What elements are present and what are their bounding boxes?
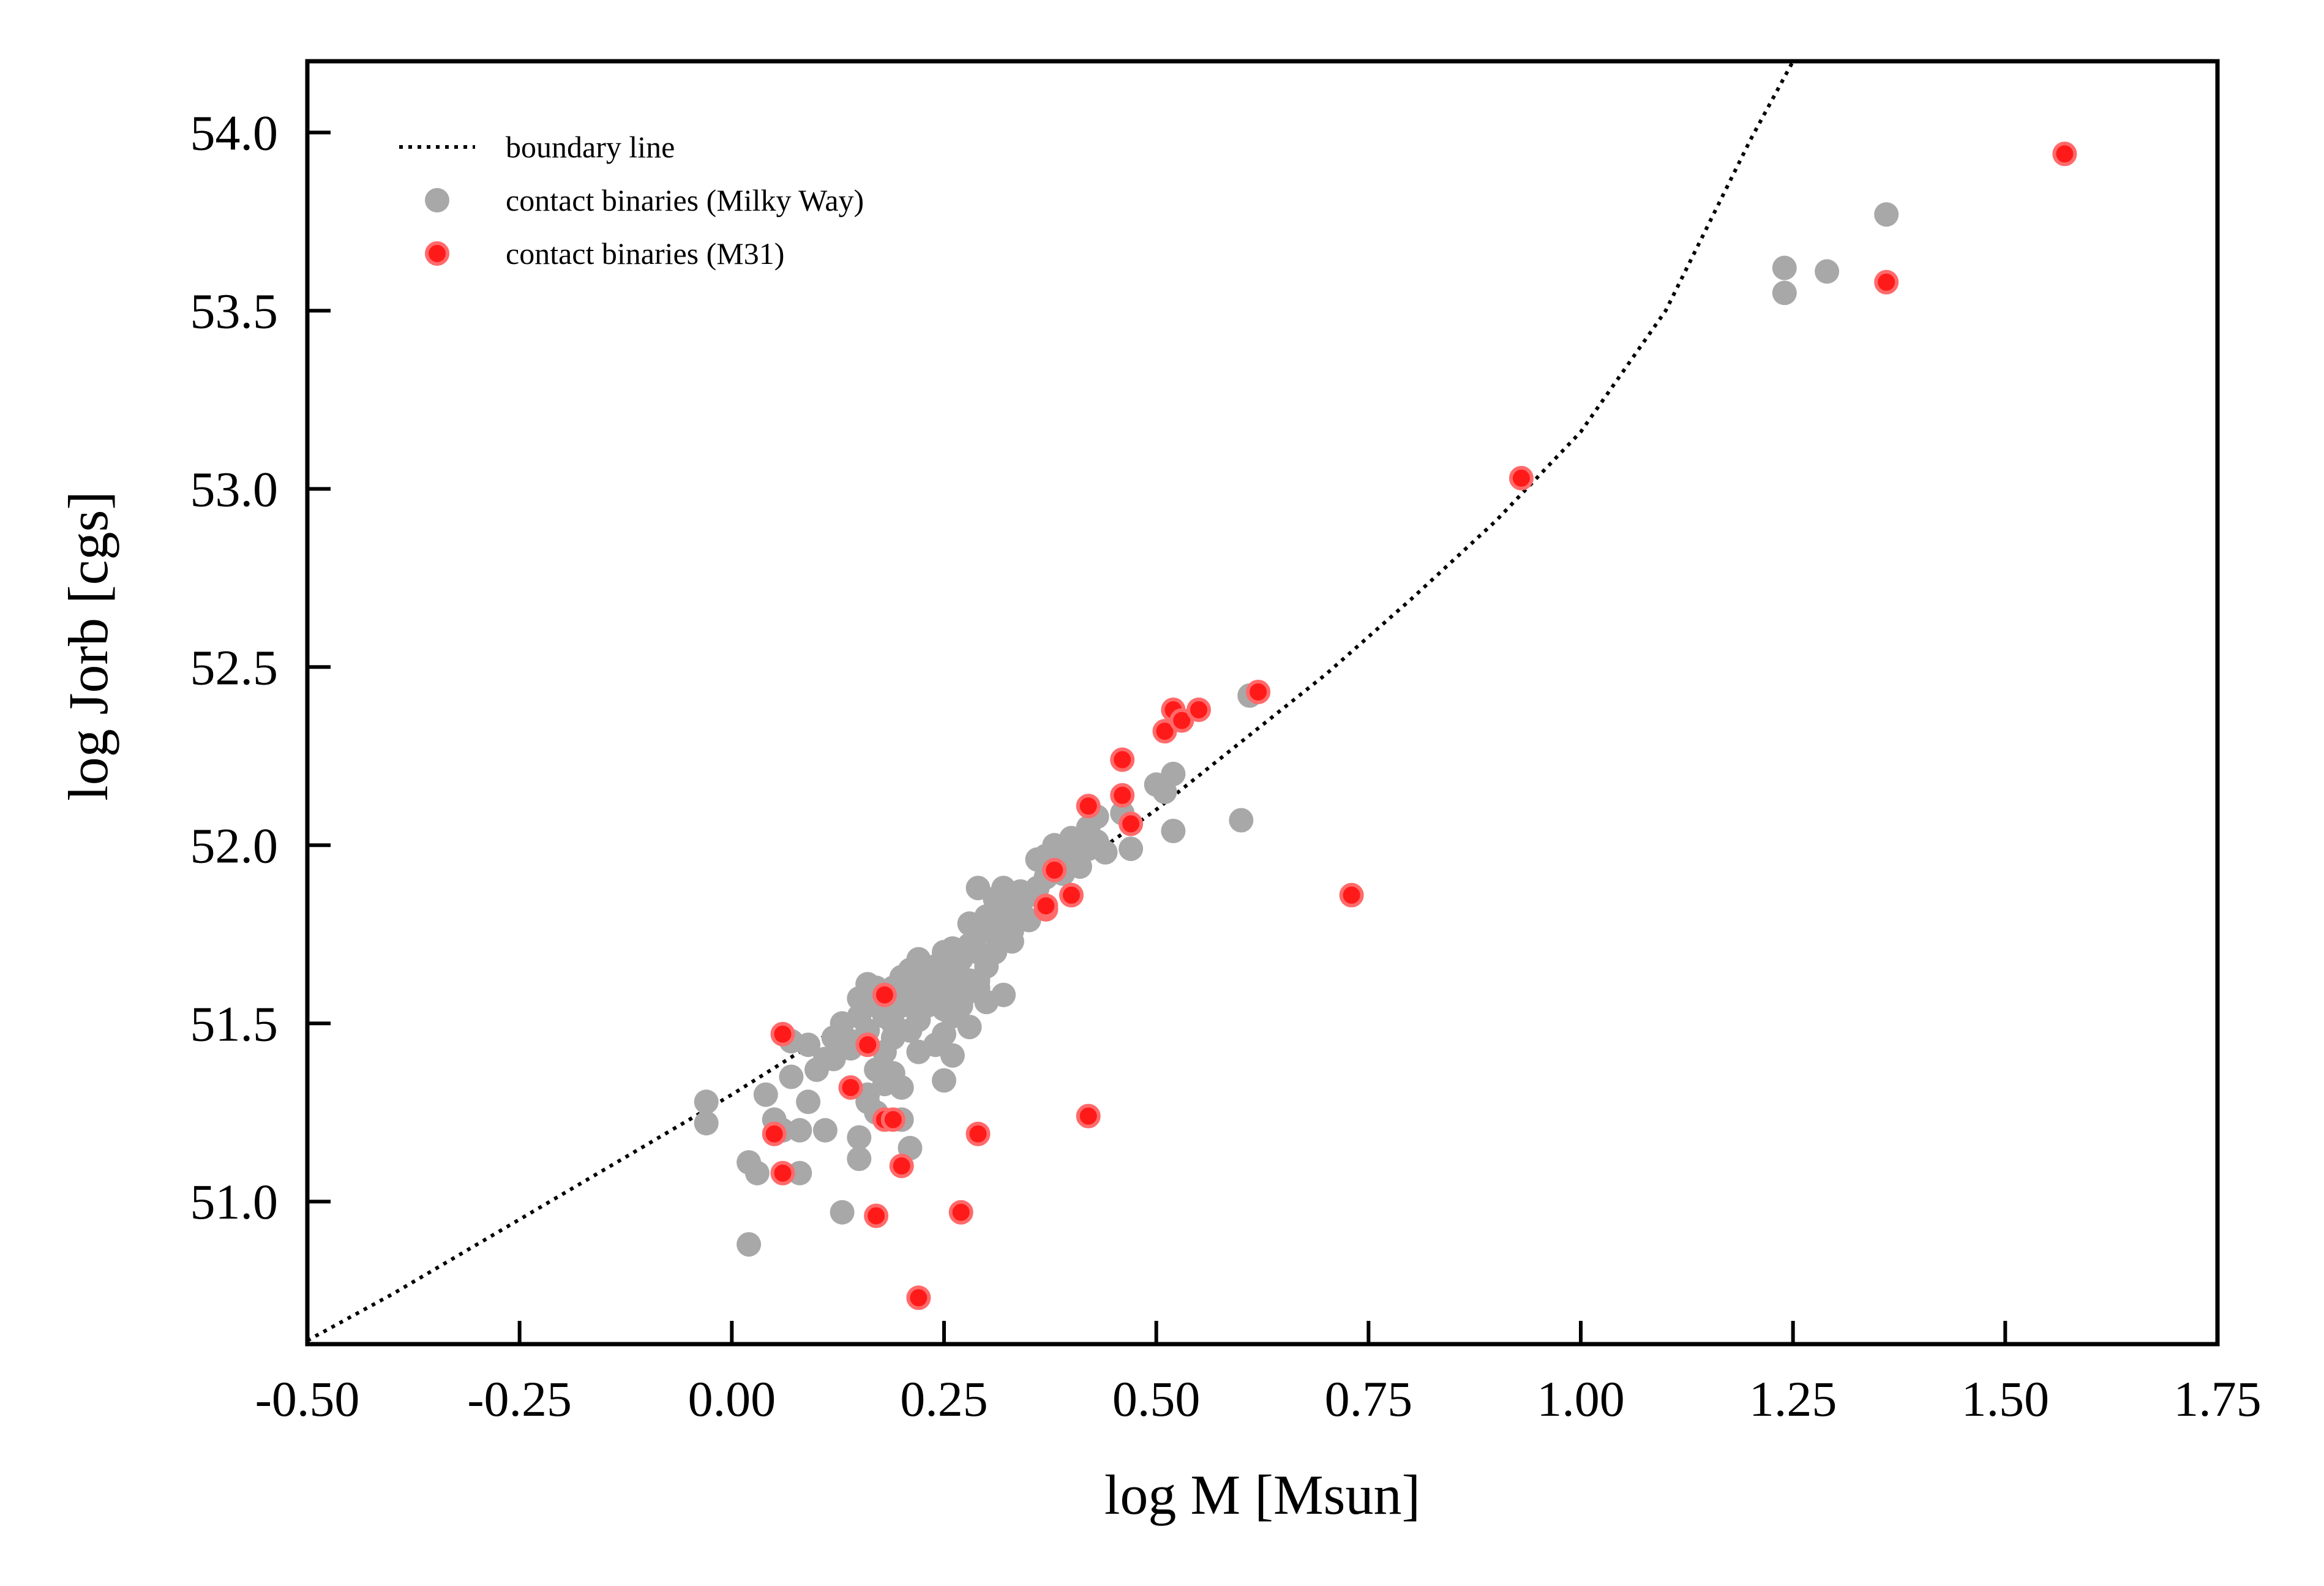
milky-way-point: [1772, 255, 1797, 280]
y-tick-label: 54.0: [190, 105, 279, 160]
m31-point: [1152, 719, 1177, 744]
x-tick-label: 0.75: [1325, 1371, 1413, 1427]
milky-way-point: [1161, 819, 1186, 843]
x-tick-label: 0.50: [1112, 1371, 1201, 1427]
milky-way-point: [991, 925, 1016, 950]
milky-way-point: [796, 1032, 821, 1058]
milky-way-point: [737, 1232, 762, 1257]
milky-way-point: [694, 1111, 719, 1136]
milky-way-point: [779, 1064, 804, 1089]
milky-way-point: [787, 1118, 812, 1143]
milky-way-point: [796, 1089, 821, 1114]
m31-point: [1076, 1103, 1101, 1129]
milky-way-point: [744, 1160, 770, 1186]
m31-point: [1509, 465, 1534, 490]
y-axis-title: log Jorb [cgs]: [57, 491, 119, 801]
m31-point: [1033, 893, 1059, 919]
x-tick-label: 1.00: [1537, 1371, 1625, 1427]
milky-way-point: [932, 1068, 956, 1093]
x-tick-label: 0.25: [900, 1371, 988, 1427]
milky-way-point: [830, 1200, 855, 1225]
m31-point: [948, 1200, 973, 1225]
y-tick-label: 53.0: [190, 461, 279, 517]
axes: -0.50 -0.25 0.00 0.25 0.50 0.75 1.00 1.25 1.50 1.…: [190, 59, 2262, 1427]
m31-point: [1119, 811, 1144, 836]
m31-point: [855, 1032, 880, 1058]
x-axis-title: log M [Msun]: [1104, 1464, 1420, 1526]
plot-frame: [305, 59, 2220, 1347]
x-tick-label: 0.00: [688, 1371, 776, 1427]
legend-milky-way-marker: [425, 188, 449, 212]
legend-label-milky-way: contact binaries (Milky Way): [506, 183, 864, 217]
m31-point: [1186, 697, 1211, 723]
milky-way-point: [753, 1082, 778, 1107]
milky-way-point: [1119, 836, 1144, 862]
plot-area: [307, 61, 2077, 1342]
m31-point: [1246, 680, 1271, 704]
m31-point: [1339, 882, 1364, 908]
m31-point: [880, 1107, 905, 1132]
m31-point: [864, 1203, 889, 1228]
m31-point: [1042, 858, 1067, 882]
milky-way-point: [991, 982, 1016, 1007]
milky-way-point: [1229, 808, 1254, 833]
m31-point: [770, 1021, 795, 1047]
legend-label-m31: contact binaries (M31): [506, 236, 784, 271]
m31-point: [1059, 882, 1084, 908]
x-tick-label: 1.25: [1749, 1371, 1837, 1427]
m31-point: [1169, 708, 1194, 733]
milky-way-point: [889, 1075, 914, 1100]
boundary-line: [307, 61, 1795, 1342]
milky-way-point: [812, 1118, 838, 1143]
m31-point: [872, 982, 897, 1007]
m31-point: [770, 1160, 795, 1186]
x-tick-label: -0.50: [255, 1371, 360, 1427]
milky-way-point: [1093, 840, 1118, 865]
milky-way-point: [787, 1160, 812, 1186]
milky-way-point: [847, 1125, 872, 1150]
m31-point: [2052, 141, 2077, 167]
y-tick-label: 51.0: [190, 1174, 279, 1230]
x-tick-label: 1.75: [2173, 1371, 2262, 1427]
m31-point: [1874, 269, 1899, 295]
m31-point: [906, 1285, 931, 1310]
milky-way-point: [1161, 761, 1186, 786]
milky-way-point: [1874, 202, 1899, 227]
x-tick-label: -0.25: [467, 1371, 572, 1427]
milky-way-point: [847, 1146, 872, 1171]
y-tick-label: 52.5: [190, 639, 279, 695]
legend: boundary line contact binaries (Milky Wa…: [399, 130, 864, 271]
m31-point: [965, 1121, 991, 1146]
x-tick-label: 1.50: [1962, 1371, 2050, 1427]
milky-way-point: [1772, 280, 1797, 306]
m31-point: [1076, 794, 1101, 819]
legend-m31-marker: [425, 241, 449, 266]
milky-way-point: [694, 1089, 719, 1114]
legend-label-boundary-line: boundary line: [506, 130, 675, 164]
m31-point: [762, 1121, 787, 1146]
y-tick-label: 51.5: [190, 996, 279, 1051]
m31-point: [889, 1154, 914, 1178]
milky-way-point: [1815, 259, 1840, 284]
y-tick-label: 53.5: [190, 283, 279, 339]
y-tick-label: 52.0: [190, 817, 279, 873]
m31-point: [838, 1075, 863, 1100]
m31-point: [1110, 747, 1135, 772]
milky-way-point: [812, 1047, 838, 1072]
m31-point: [1110, 783, 1135, 808]
